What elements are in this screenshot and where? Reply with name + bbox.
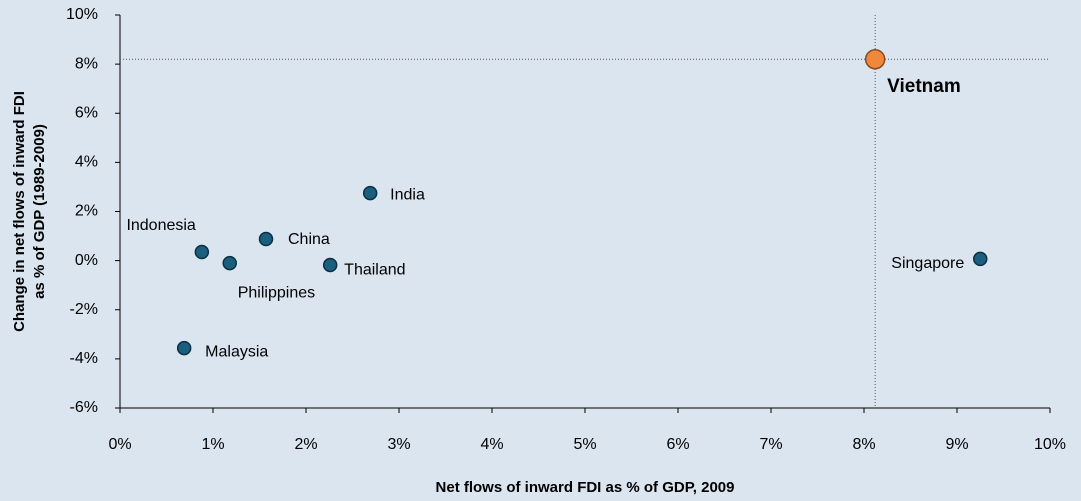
x-tick-label: 10%: [1034, 436, 1066, 453]
x-tick-label: 7%: [759, 436, 782, 453]
point-label: Vietnam: [887, 76, 961, 97]
point-label: Philippines: [238, 284, 315, 301]
x-tick-label: 1%: [201, 436, 224, 453]
x-tick-label: 2%: [294, 436, 317, 453]
point: [176, 340, 192, 356]
y-tick-label: 8%: [75, 55, 98, 72]
x-tick-label: 6%: [666, 436, 689, 453]
point: [258, 231, 274, 247]
y-tick-label: 6%: [75, 104, 98, 121]
x-axis-title: Net flows of inward FDI as % of GDP, 200…: [436, 479, 735, 496]
point: [194, 244, 210, 260]
point-label: Malaysia: [205, 343, 268, 360]
x-tick-label: 0%: [108, 436, 131, 453]
point: [322, 257, 338, 273]
y-tick-label: -2%: [70, 301, 98, 318]
y-tick-label: 2%: [75, 203, 98, 220]
point: [362, 185, 378, 201]
point: [222, 255, 237, 271]
x-tick-label: 3%: [387, 436, 410, 453]
y-tick-label: 0%: [75, 252, 98, 269]
x-tick-label: 4%: [480, 436, 503, 453]
x-tick-label: 9%: [945, 436, 968, 453]
y-tick-label: 4%: [75, 154, 98, 171]
x-tick-label: 5%: [573, 436, 596, 453]
point-label: China: [288, 231, 330, 248]
y-axis-title: as % of GDP (1989-2009): [31, 124, 48, 299]
point-label: Thailand: [344, 261, 405, 278]
x-tick-label: 8%: [852, 436, 875, 453]
point-label: Indonesia: [126, 217, 195, 234]
y-tick-label: -6%: [70, 399, 98, 416]
point-label: India: [390, 186, 425, 203]
y-tick-label: 10%: [66, 6, 98, 23]
point-label: Singapore: [891, 255, 964, 272]
point: [973, 251, 988, 267]
point: [864, 48, 886, 70]
y-axis-title: Change in net flows of inward FDI: [11, 91, 28, 332]
y-tick-label: -4%: [70, 350, 98, 367]
